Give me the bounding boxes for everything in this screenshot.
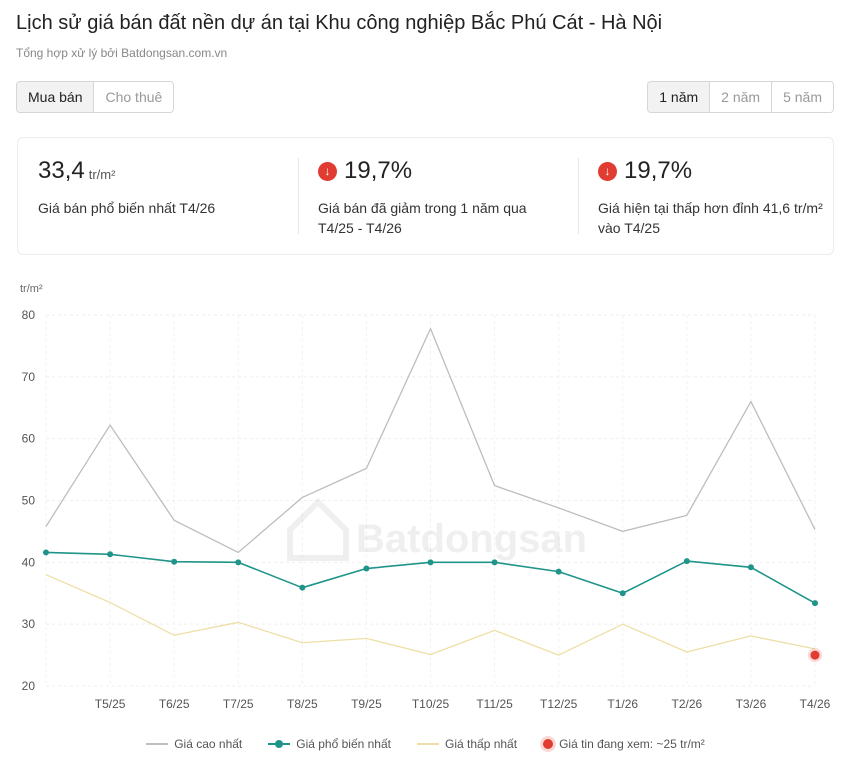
- y-tick-label: 70: [22, 370, 36, 384]
- x-tick-label: T6/25: [159, 697, 190, 711]
- data-point-common: [683, 558, 690, 565]
- legend-label-current: Giá tin đang xem: ~25 tr/m²: [559, 737, 705, 751]
- legend-item-current[interactable]: Giá tin đang xem: ~25 tr/m²: [543, 737, 705, 751]
- page-subtitle: Tổng hợp xử lý bởi Batdongsan.com.vn: [16, 46, 228, 60]
- data-point-common: [299, 584, 306, 591]
- data-point-common: [107, 551, 114, 558]
- y-tick-label: 50: [22, 494, 36, 508]
- data-point-common: [427, 559, 434, 566]
- y-axis-unit-label: tr/m²: [20, 283, 43, 295]
- x-tick-label: T7/25: [223, 697, 254, 711]
- y-tick-label: 80: [22, 308, 36, 322]
- stat-common-price-desc: Giá bán phổ biến nhất T4/26: [38, 200, 216, 216]
- x-tick-label: T4/26: [800, 697, 831, 711]
- legend-swatch-current: [543, 739, 554, 749]
- x-tick-label: T3/26: [736, 697, 767, 711]
- chart-legend: Giá cao nhất Giá phổ biến nhất Giá thấp …: [0, 734, 851, 754]
- x-tick-label: T5/25: [95, 697, 126, 711]
- x-tick-label: T1/26: [607, 697, 638, 711]
- tab-mua-ban[interactable]: Mua bán: [17, 82, 94, 112]
- y-tick-label: 20: [22, 679, 36, 693]
- legend-swatch-high: [146, 743, 169, 745]
- stat-peak-diff-value: 19,7%: [624, 157, 693, 184]
- data-point-common: [363, 565, 370, 572]
- series-line-high: [45, 327, 816, 554]
- data-point-common: [812, 600, 818, 607]
- series-line-low: [45, 574, 816, 656]
- x-tick-label: T8/25: [287, 697, 318, 711]
- stats-panel: 33,4 tr/m² Giá bán phổ biến nhất T4/26 ↓…: [17, 137, 834, 255]
- data-point-common: [43, 549, 49, 556]
- legend-item-common[interactable]: Giá phổ biến nhất: [268, 737, 391, 751]
- watermark-text: Batdongsan: [356, 517, 587, 561]
- watermark-logo: Batdongsan: [287, 497, 587, 561]
- stat-common-price-unit: tr/m²: [88, 166, 116, 182]
- legend-swatch-common: [268, 740, 291, 748]
- data-point-common: [235, 559, 242, 566]
- x-tick-label: T9/25: [351, 697, 382, 711]
- data-point-common: [619, 590, 626, 597]
- legend-item-high[interactable]: Giá cao nhất: [146, 737, 242, 751]
- watermark-icon: [287, 497, 349, 561]
- current-listing-point: [810, 650, 820, 660]
- tab-1-year[interactable]: 1 năm: [648, 82, 710, 112]
- legend-label-high: Giá cao nhất: [174, 737, 243, 751]
- page-title: Lịch sử giá bán đất nền dự án tại Khu cô…: [16, 12, 663, 34]
- legend-item-low[interactable]: Giá thấp nhất: [417, 737, 517, 751]
- stat-peak-diff: ↓ 19,7% Giá hiện tại thấp hơn đỉnh 41,6 …: [578, 138, 851, 254]
- transaction-type-toggle: Mua bán Cho thuê: [16, 81, 175, 113]
- data-point-common: [747, 564, 754, 571]
- stat-yearly-change-desc: Giá bán đã giảm trong 1 năm qua T4/25 - …: [318, 200, 527, 236]
- stat-yearly-change-value: 19,7%: [344, 157, 413, 184]
- x-tick-label: T2/26: [671, 697, 702, 711]
- tab-cho-thue[interactable]: Cho thuê: [93, 82, 174, 112]
- stat-common-price-value: 33,4: [38, 157, 85, 184]
- legend-label-low: Giá thấp nhất: [445, 737, 518, 751]
- data-point-common: [171, 558, 178, 565]
- x-tick-label: T12/25: [540, 697, 578, 711]
- y-tick-label: 60: [22, 432, 36, 446]
- price-chart-svg: Batdongsan tr/m² 20 30 40 50 60 70 80 T5/25 T6/25…: [20, 283, 831, 711]
- period-toggle: 1 năm 2 năm 5 năm: [647, 81, 834, 113]
- y-tick-label: 30: [22, 617, 36, 631]
- stat-yearly-change: ↓ 19,7% Giá bán đã giảm trong 1 năm qua …: [298, 138, 578, 254]
- tab-2-years[interactable]: 2 năm: [709, 82, 772, 112]
- data-point-common: [491, 559, 498, 566]
- x-tick-label: T11/25: [476, 697, 513, 711]
- price-chart: Batdongsan tr/m² 20 30 40 50 60 70 80 T5/25 T6/25…: [0, 270, 851, 759]
- y-tick-label: 40: [22, 555, 36, 569]
- stat-common-price: 33,4 tr/m² Giá bán phổ biến nhất T4/26: [18, 138, 298, 254]
- legend-label-common: Giá phổ biến nhất: [296, 737, 391, 751]
- legend-swatch-low: [417, 743, 439, 745]
- x-tick-label: T10/25: [412, 697, 450, 711]
- arrow-down-icon: ↓: [598, 161, 617, 181]
- data-point-common: [555, 568, 562, 575]
- tab-5-years[interactable]: 5 năm: [771, 82, 833, 112]
- stat-peak-diff-desc: Giá hiện tại thấp hơn đỉnh 41,6 tr/m² và…: [598, 200, 823, 236]
- arrow-down-icon: ↓: [318, 161, 337, 181]
